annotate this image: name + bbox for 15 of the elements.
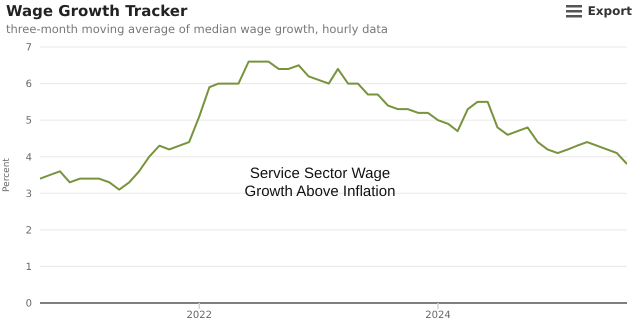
y-tick-label: 4 xyxy=(26,152,32,164)
y-axis-title: Percent xyxy=(2,158,12,192)
chart-title: Wage Growth Tracker xyxy=(6,2,188,20)
y-tick-label: 5 xyxy=(26,116,32,127)
y-tick-label: 0 xyxy=(26,298,32,310)
y-tick-label: 6 xyxy=(26,79,32,90)
chart-subtitle: three-month moving average of median wage growth, hourly data xyxy=(6,22,388,36)
x-tick-label: 2022 xyxy=(186,310,212,322)
x-tick-label: 2024 xyxy=(425,310,451,322)
annotation: Service Sector Wage Growth Above Inflation xyxy=(244,165,396,201)
text: Export xyxy=(588,4,632,18)
y-tick-label: 3 xyxy=(26,188,32,200)
y-tick-label: 1 xyxy=(26,262,32,273)
y-tick-label: 2 xyxy=(26,225,32,236)
y-tick-label: 7 xyxy=(26,42,32,54)
